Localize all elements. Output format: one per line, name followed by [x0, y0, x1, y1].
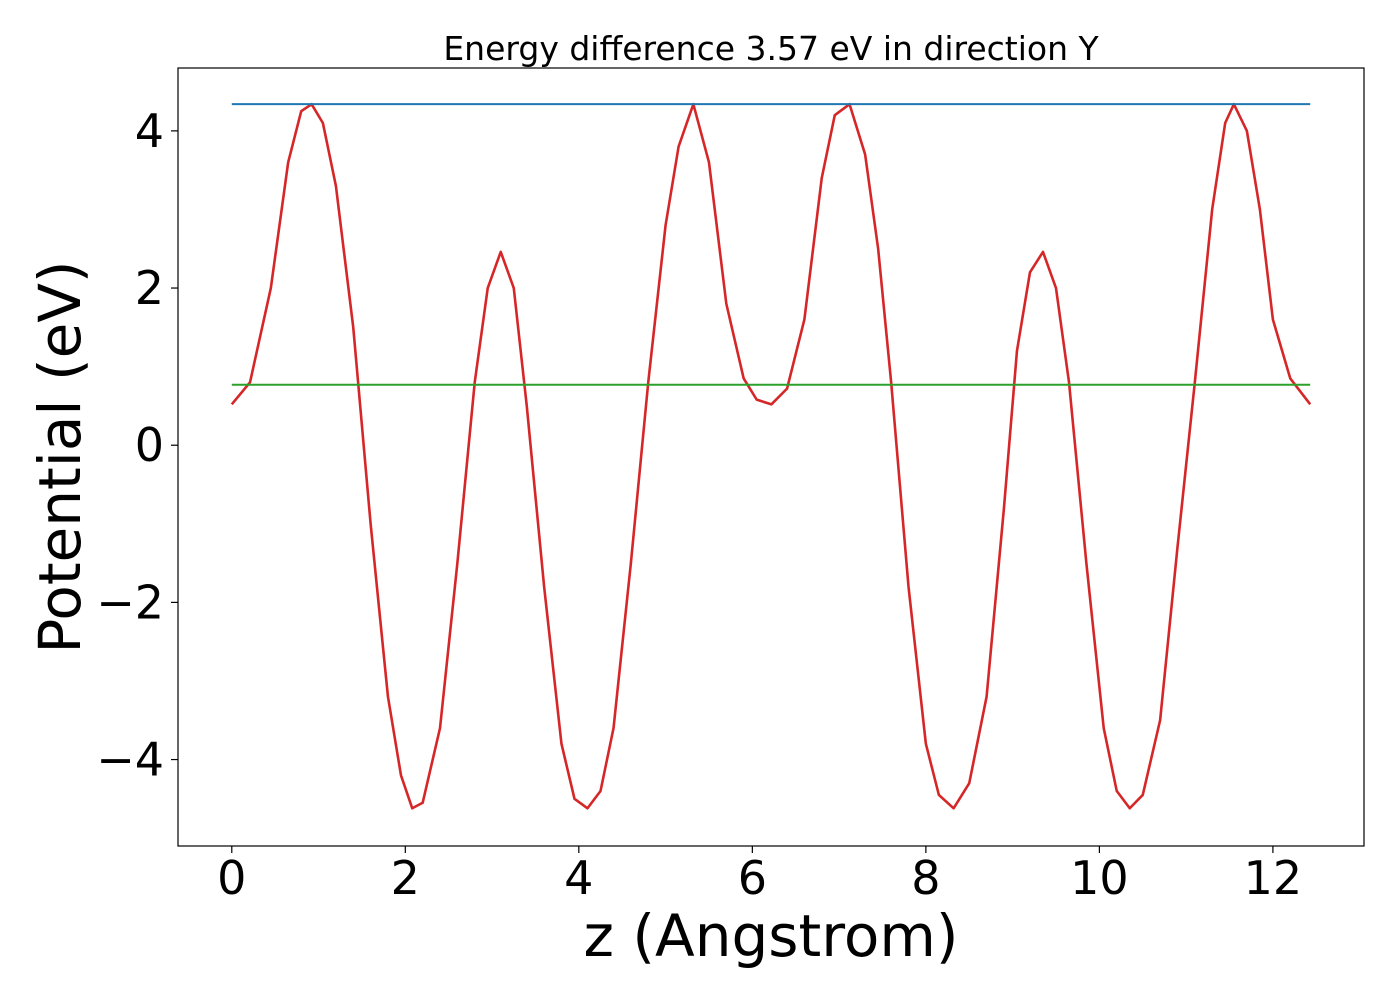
x-tick-label: 8 — [911, 851, 940, 905]
y-axis: −4 −2 0 2 4 — [96, 104, 178, 787]
plot-background — [178, 68, 1364, 846]
x-axis-label: z (Angstrom) — [584, 902, 959, 970]
y-tick-label: 2 — [135, 261, 164, 315]
y-axis-label: Potential (eV) — [26, 260, 94, 653]
plot-area — [177, 67, 1365, 847]
x-tick-label: 4 — [564, 851, 593, 905]
series-layer — [230, 102, 1312, 810]
y-tick-label: −4 — [96, 733, 164, 787]
y-tick-label: 4 — [135, 104, 164, 158]
x-tick-label: 0 — [217, 851, 246, 905]
x-tick-label: 12 — [1244, 851, 1303, 905]
plot-frame — [177, 67, 1365, 847]
x-tick-label: 10 — [1070, 851, 1129, 905]
x-tick-label: 6 — [738, 851, 767, 905]
y-tick-label: −2 — [96, 575, 164, 629]
series-line-1 — [230, 102, 1312, 810]
x-axis: 0 2 4 6 8 10 12 — [217, 846, 1302, 905]
x-tick-label: 2 — [391, 851, 420, 905]
chart-title: Energy difference 3.57 eV in direction Y — [443, 29, 1099, 68]
y-tick-label: 0 — [135, 418, 164, 472]
